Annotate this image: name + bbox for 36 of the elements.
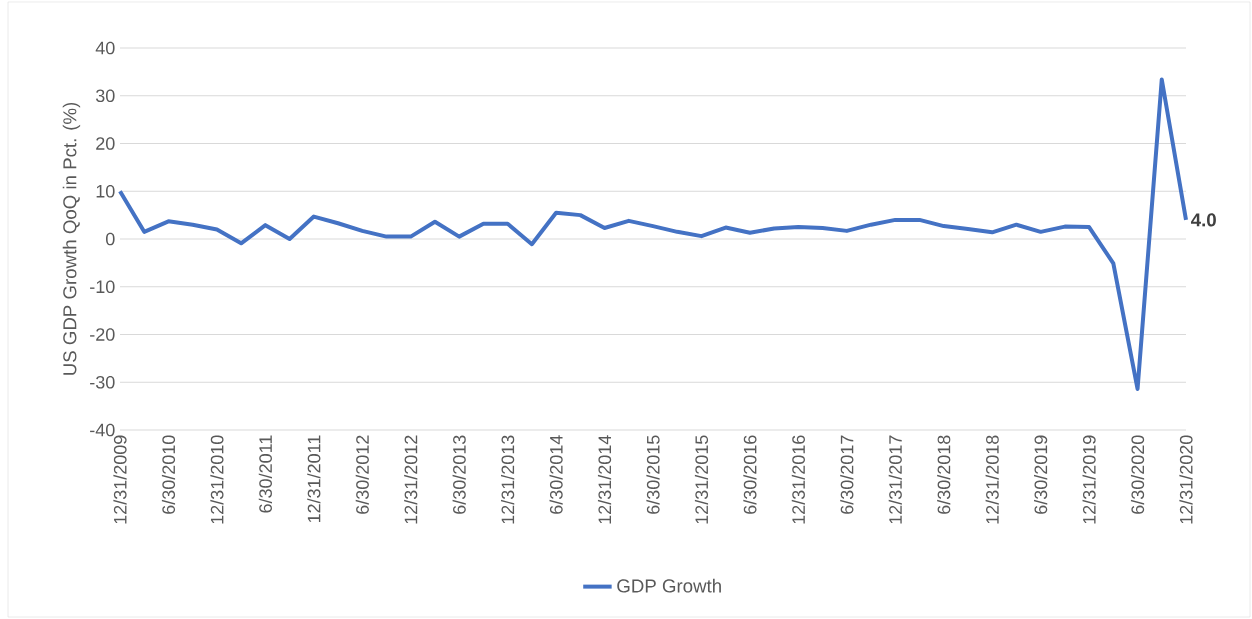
y-tick-label: -20 <box>90 328 115 341</box>
x-tick-label: 6/30/2019 <box>1034 435 1048 514</box>
x-tick-label: 6/30/2010 <box>161 435 176 514</box>
legend-label: GDP Growth <box>617 578 721 593</box>
x-tick-label: 6/30/2017 <box>840 435 854 514</box>
x-tick-label: 12/31/2018 <box>985 435 999 524</box>
x-tick-label: 6/30/2018 <box>937 435 951 514</box>
x-tick-label: 12/31/2010 <box>210 435 224 524</box>
y-tick-label: 40 <box>95 41 115 55</box>
x-tick-label: 12/31/2015 <box>694 435 709 524</box>
x-tick-label: 6/30/2020 <box>1130 435 1145 514</box>
x-tick-label: 12/31/2019 <box>1082 435 1096 524</box>
x-tick-label: 6/30/2011 <box>258 435 272 513</box>
y-tick-label: -10 <box>90 280 115 294</box>
x-tick-label: 12/31/2013 <box>501 435 515 524</box>
x-tick-label: 12/31/2009 <box>113 435 127 524</box>
x-tick-label: 12/31/2012 <box>404 435 418 524</box>
x-tick-label: 12/31/2016 <box>791 435 805 524</box>
line-series <box>118 77 1188 391</box>
data-label: 4.0 <box>1191 213 1216 227</box>
x-tick-label: 12/31/2017 <box>888 435 902 524</box>
x-tick-label: 12/31/2011 <box>307 435 321 523</box>
x-tick-label: 6/30/2014 <box>549 435 563 514</box>
y-tick-label: 0 <box>106 232 115 246</box>
y-tick-label: 20 <box>96 137 115 150</box>
y-tick-label: -40 <box>90 423 115 437</box>
y-axis-title: US GDP Growth QoQ in Pct. (%) <box>62 102 81 375</box>
y-tick-label: 30 <box>95 89 115 103</box>
y-tick-label: -30 <box>90 375 115 389</box>
x-tick-label: 6/30/2013 <box>452 435 466 514</box>
y-tick-label: 10 <box>96 184 115 198</box>
x-tick-label: 6/30/2016 <box>743 435 757 514</box>
x-tick-label: 6/30/2015 <box>646 435 660 514</box>
x-tick-label: 12/31/2014 <box>597 435 612 524</box>
x-tick-label: 6/30/2012 <box>355 435 369 514</box>
x-tick-label: 12/31/2020 <box>1179 435 1193 524</box>
